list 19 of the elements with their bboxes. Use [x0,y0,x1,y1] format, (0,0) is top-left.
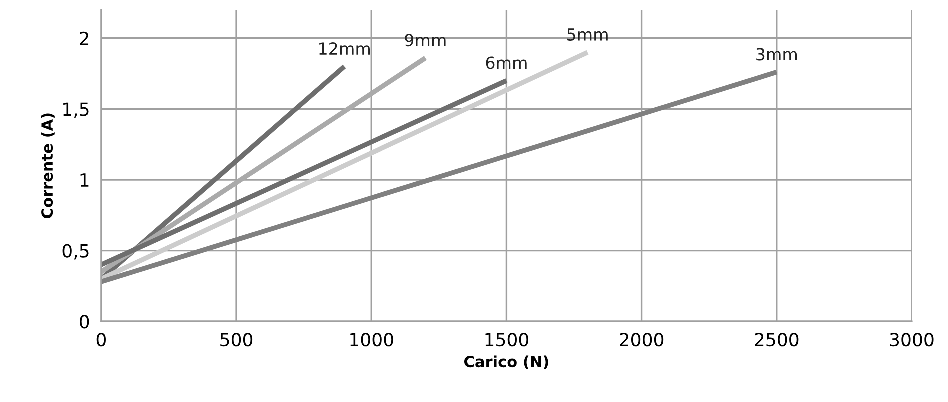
x-tick-label: 1500 [486,333,528,347]
y-tick-label: 1,5 [64,102,89,118]
x-tick-label: 0 [96,333,106,347]
series-label: 12mm [320,42,370,55]
y-tick-label: 0,5 [62,244,89,260]
x-tick-label: 500 [220,333,253,347]
y-axis-title: Corrente (A) [41,114,55,218]
x-tick-label: 3000 [890,333,934,347]
x-tick-label: 2500 [755,333,799,347]
series-label: 9mm [405,34,446,47]
y-tick-label: 2 [80,32,89,46]
series-label: 5mm [568,28,608,41]
x-tick-label: 2000 [620,333,664,347]
x-axis-title: Carico (N) [464,356,548,370]
series-label: 3mm [756,48,798,61]
series-label: 6mm [486,56,527,70]
y-tick-label: 0 [80,315,90,329]
y-tick-label: 1 [80,174,89,187]
x-tick-label: 1000 [350,333,394,347]
